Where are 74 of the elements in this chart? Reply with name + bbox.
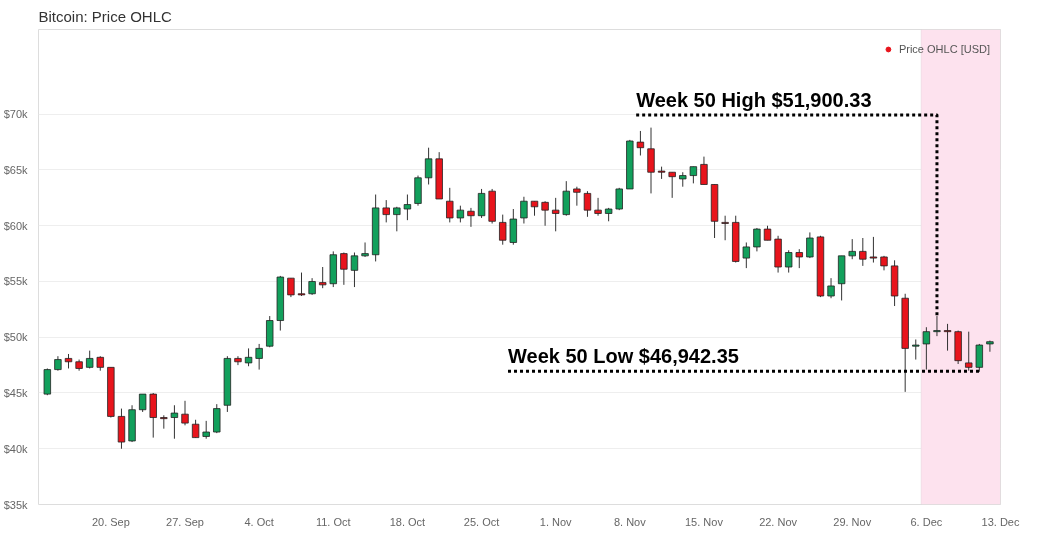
candlestick	[922, 326, 931, 371]
candlestick	[181, 400, 189, 426]
chart-title: Bitcoin: Price OHLC	[38, 7, 173, 25]
candlestick	[965, 331, 973, 372]
candlestick	[382, 199, 390, 223]
candlestick	[668, 171, 676, 199]
candlestick	[636, 130, 645, 156]
candlestick	[848, 238, 856, 260]
y-tick-label: $40k	[3, 442, 28, 455]
candlestick	[943, 323, 952, 352]
candlestick	[541, 200, 549, 227]
candlestick	[552, 197, 560, 232]
x-tick-label: 13. Dec	[981, 515, 1020, 528]
candlestick	[361, 241, 369, 258]
candlestick	[467, 207, 475, 228]
candlestick	[742, 241, 750, 269]
y-tick-label: $50k	[3, 331, 28, 344]
candlestick	[869, 236, 878, 264]
candlestick	[477, 188, 486, 219]
candlestick	[403, 194, 412, 221]
annotation: Week 50 Low $46,942.35	[508, 345, 739, 368]
candlestick	[827, 277, 835, 299]
candlestick	[647, 127, 655, 194]
candlestick	[255, 343, 263, 371]
candlestick	[509, 208, 518, 246]
candlestick	[583, 190, 592, 218]
candlestick	[573, 186, 581, 207]
candlestick	[234, 355, 242, 366]
candlestick	[213, 403, 221, 434]
x-tick-label: 11. Oct	[315, 515, 351, 528]
candlestick	[933, 315, 941, 337]
x-tick-label: 4. Oct	[244, 515, 274, 528]
candlestick	[562, 180, 570, 217]
candlestick	[795, 248, 803, 269]
candlestick	[806, 231, 814, 259]
candlestick	[319, 266, 327, 289]
candlestick	[520, 196, 528, 225]
candlestick	[350, 252, 359, 288]
x-tick-label: 18. Oct	[389, 515, 426, 528]
y-tick-label: $65k	[3, 163, 28, 176]
candlestick	[785, 249, 793, 274]
candlestick	[499, 214, 507, 246]
candlestick	[594, 197, 602, 217]
candlestick	[170, 404, 179, 440]
x-tick-label: 15. Nov	[685, 515, 724, 528]
y-tick-label: $55k	[3, 275, 28, 288]
x-tick-label: 29. Nov	[833, 515, 872, 528]
candlestick	[986, 340, 994, 353]
y-tick-label: $35k	[3, 498, 28, 511]
candlestick	[160, 414, 168, 430]
x-tick-label: 25. Oct	[463, 515, 500, 528]
candlestick	[721, 215, 729, 241]
x-tick-label: 27. Sep	[166, 515, 204, 528]
x-tick-label: 1. Nov	[539, 515, 573, 528]
legend-label: Price OHLC [USD]	[898, 43, 990, 55]
candlestick	[149, 392, 157, 439]
x-tick-label: 8. Nov	[613, 515, 647, 528]
candlestick	[393, 206, 401, 232]
candlestick	[297, 272, 306, 297]
annotation: Week 50 High $51,900.33	[636, 89, 872, 111]
candlestick	[424, 147, 433, 185]
candlestick	[975, 343, 983, 373]
candlestick	[340, 252, 348, 286]
y-tick-label: $70k	[3, 108, 28, 121]
y-tick-label: $45k	[3, 387, 28, 399]
candlestick	[287, 277, 295, 298]
y-tick-label: $60k	[3, 219, 28, 232]
x-tick-label: 20. Sep	[91, 515, 130, 528]
candlestick	[859, 237, 867, 267]
candlestick	[912, 338, 920, 361]
x-tick-label: 6. Dec	[910, 515, 943, 528]
x-tick-label: 22. Nov	[759, 515, 798, 528]
candlestick	[700, 156, 708, 185]
candlestick	[446, 187, 454, 223]
